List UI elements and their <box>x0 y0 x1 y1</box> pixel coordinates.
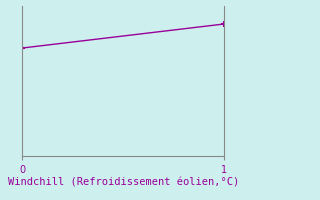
X-axis label: Windchill (Refroidissement éolien,°C): Windchill (Refroidissement éolien,°C) <box>8 178 239 188</box>
